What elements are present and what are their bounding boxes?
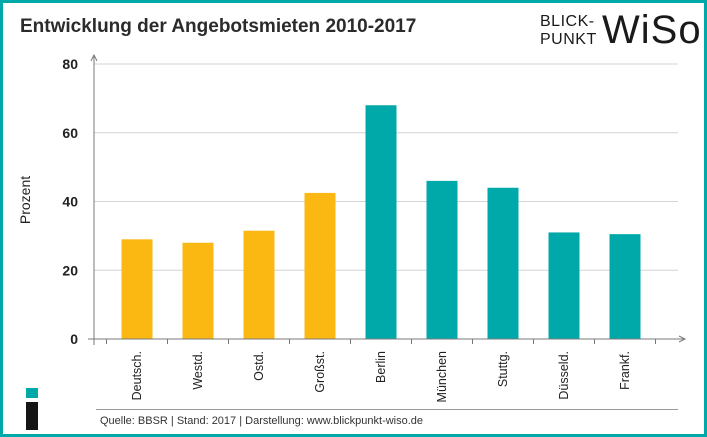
bar-Düsseld. [548,232,580,339]
y-tick-label: 0 [70,331,78,347]
x-tick-label: Deutsch. [130,351,144,400]
bar-Berlin [365,105,397,339]
y-axis-label: Prozent [17,176,33,224]
corner-mark-teal [26,388,38,398]
chart-title: Entwicklung der Angebotsmieten 2010-2017 [20,16,417,37]
x-tick-label: Berlin [374,351,388,383]
bar-Stuttg. [487,187,519,339]
y-tick-label: 20 [62,262,78,278]
bar-Westd. [182,242,214,339]
y-axis-arrow [90,53,98,62]
y-tick-label: 80 [62,56,78,72]
bar-Deutsch. [121,239,153,339]
logo-line-1: BLICK- [540,13,595,30]
bars [121,105,641,339]
corner-mark-dark [26,402,38,430]
x-tick-label: Ostd. [252,351,266,381]
x-tick-label: München [435,351,449,402]
x-tick-label: Stuttg. [496,351,510,387]
x-tick-label: Düsseld. [557,351,571,400]
source-note: Quelle: BBSR | Stand: 2017 | Darstellung… [100,415,424,427]
bar-Großst. [304,192,336,339]
brand-logo[interactable]: BLICK- PUNKT WiSo [540,8,702,52]
bar-Ostd. [243,230,275,339]
axes [88,53,687,345]
bar-München [426,180,458,339]
x-tick-label: Westd. [191,351,205,390]
footer-divider [96,409,678,410]
y-tick-label: 40 [62,194,78,210]
x-tick-label: Großst. [313,351,327,393]
x-tick-label: Frankf. [618,351,632,390]
bar-Frankf. [609,234,641,339]
x-axis-arrow [678,335,687,343]
logo-line-2: PUNKT [540,31,597,48]
y-tick-label: 60 [62,125,78,141]
logo-brand: WiSo [602,8,702,52]
y-tick-labels: 0 20 40 60 80 [62,56,78,347]
x-tick-labels: Deutsch. Westd. Ostd. Großst. Berlin München S… [130,351,632,402]
